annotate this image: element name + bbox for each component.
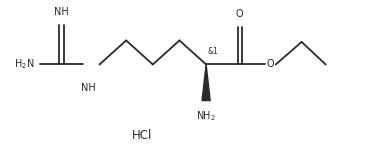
Text: H$_2$N: H$_2$N	[14, 58, 35, 71]
Text: O: O	[236, 9, 244, 19]
Text: NH$_2$: NH$_2$	[196, 109, 216, 123]
Text: O: O	[266, 60, 274, 69]
Text: NH: NH	[54, 7, 69, 17]
Text: HCl: HCl	[132, 129, 152, 142]
Polygon shape	[202, 64, 210, 101]
Text: NH: NH	[81, 82, 96, 93]
Text: &1: &1	[208, 47, 219, 56]
